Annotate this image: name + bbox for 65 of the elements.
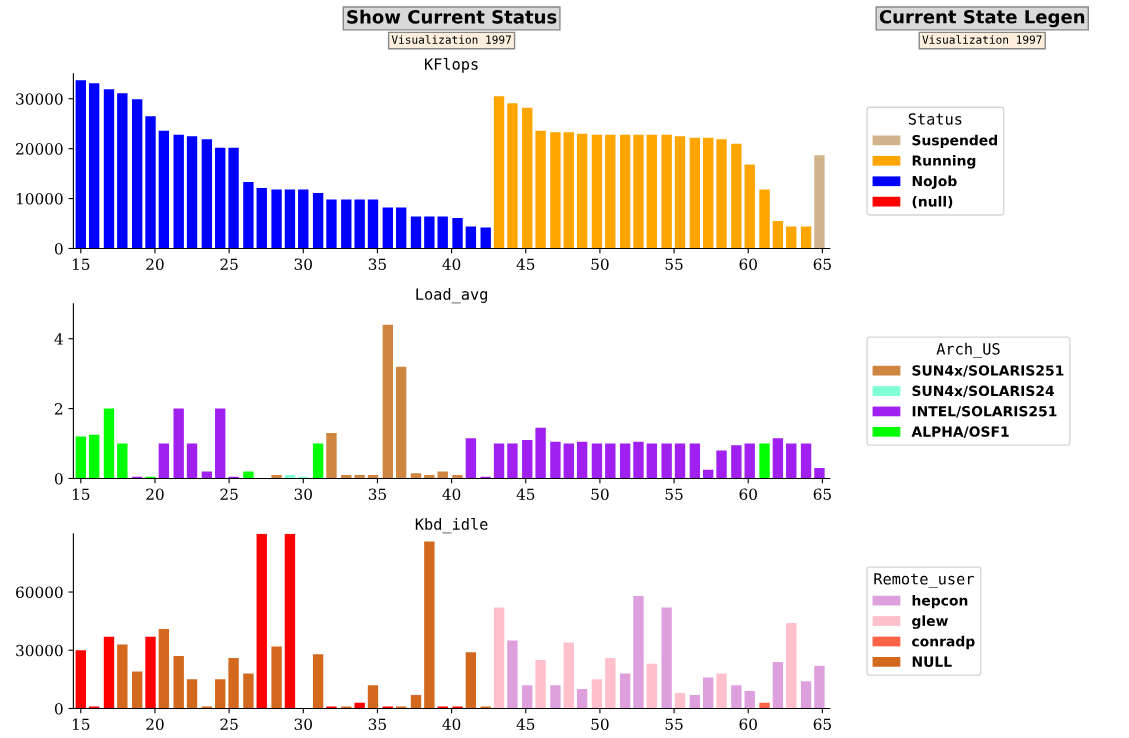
y-tick-label: 4 [54,333,63,345]
legend-label: ALPHA/OSF1 [911,426,1009,438]
x-tick-label: 45 [516,718,535,731]
legend-label: hepcon [912,594,968,609]
x-tick-label: 55 [665,258,683,271]
x-tick-label: 45 [516,258,535,271]
x-tick-label: 45 [516,488,535,501]
legend-title: Status [908,113,962,125]
x-tick-label: 60 [739,258,757,271]
x-tick-label: 55 [665,718,683,731]
y-tick-label: 0 [54,472,63,485]
text: Current State Legen [879,9,1085,28]
text: Show Current Status [347,9,557,24]
x-tick-label: 35 [368,718,386,731]
y-tick-label: 0 [54,702,63,715]
y-tick-label: 60000 [16,586,63,599]
x-tick-label: 65 [813,718,831,731]
x-tick-label: 20 [146,718,164,731]
legend-label: NoJob [912,175,957,189]
y-tick-label: 20000 [16,143,63,155]
x-tick-label: 65 [813,258,831,271]
x-tick-label: 50 [591,488,609,501]
x-tick-label: 30 [294,258,312,271]
y-tick-label: 30000 [16,644,63,657]
legend-label: SUN4x/SOLARIS251 [912,365,1064,377]
legend-label: (null) [912,195,953,209]
legend-label: glew [912,615,948,629]
x-tick-label: 60 [739,718,757,731]
legend-label: Running [912,155,976,169]
x-tick-label: 35 [368,488,386,501]
chart-title: Load_avg [416,288,487,304]
x-tick-label: 40 [442,488,461,501]
x-tick-label: 40 [442,258,461,271]
x-tick-label: 50 [591,718,609,731]
x-tick-label: 15 [72,258,90,271]
x-tick-label: 35 [368,258,386,271]
x-tick-label: 50 [591,258,609,271]
legend-title: Arch_US [936,342,1000,359]
x-tick-label: 25 [220,718,238,731]
x-tick-label: 60 [739,488,757,501]
y-tick-label: 30000 [16,93,63,105]
chart-title: Kbd_idle [415,517,488,534]
x-tick-label: 65 [813,488,831,501]
chart-title: KFlops [425,57,478,73]
legend-label: SUN4x/SOLARIS24 [912,385,1055,398]
legend-label: conradp [912,635,975,650]
text: Visualization 1997 [922,35,1042,44]
legend-title: Remote_user [874,573,974,588]
x-tick-label: 25 [220,258,238,271]
legend-label: Suspended [912,134,998,149]
x-tick-label: 15 [72,718,90,731]
x-tick-label: 55 [665,488,683,501]
x-tick-label: 20 [146,258,164,271]
x-tick-label: 15 [72,488,90,501]
x-tick-label: 25 [220,488,238,501]
x-tick-label: 30 [294,718,312,731]
y-tick-label: 2 [54,403,63,415]
text: Visualization 1997 [391,35,511,44]
y-tick-label: 0 [54,242,63,255]
x-tick-label: 40 [442,718,461,731]
x-tick-label: 20 [146,488,164,501]
legend-label: INTEL/SOLARIS251 [912,405,1057,418]
legend-label: NULL [912,656,952,667]
y-tick-label: 10000 [16,193,63,205]
x-tick-label: 30 [294,488,312,501]
